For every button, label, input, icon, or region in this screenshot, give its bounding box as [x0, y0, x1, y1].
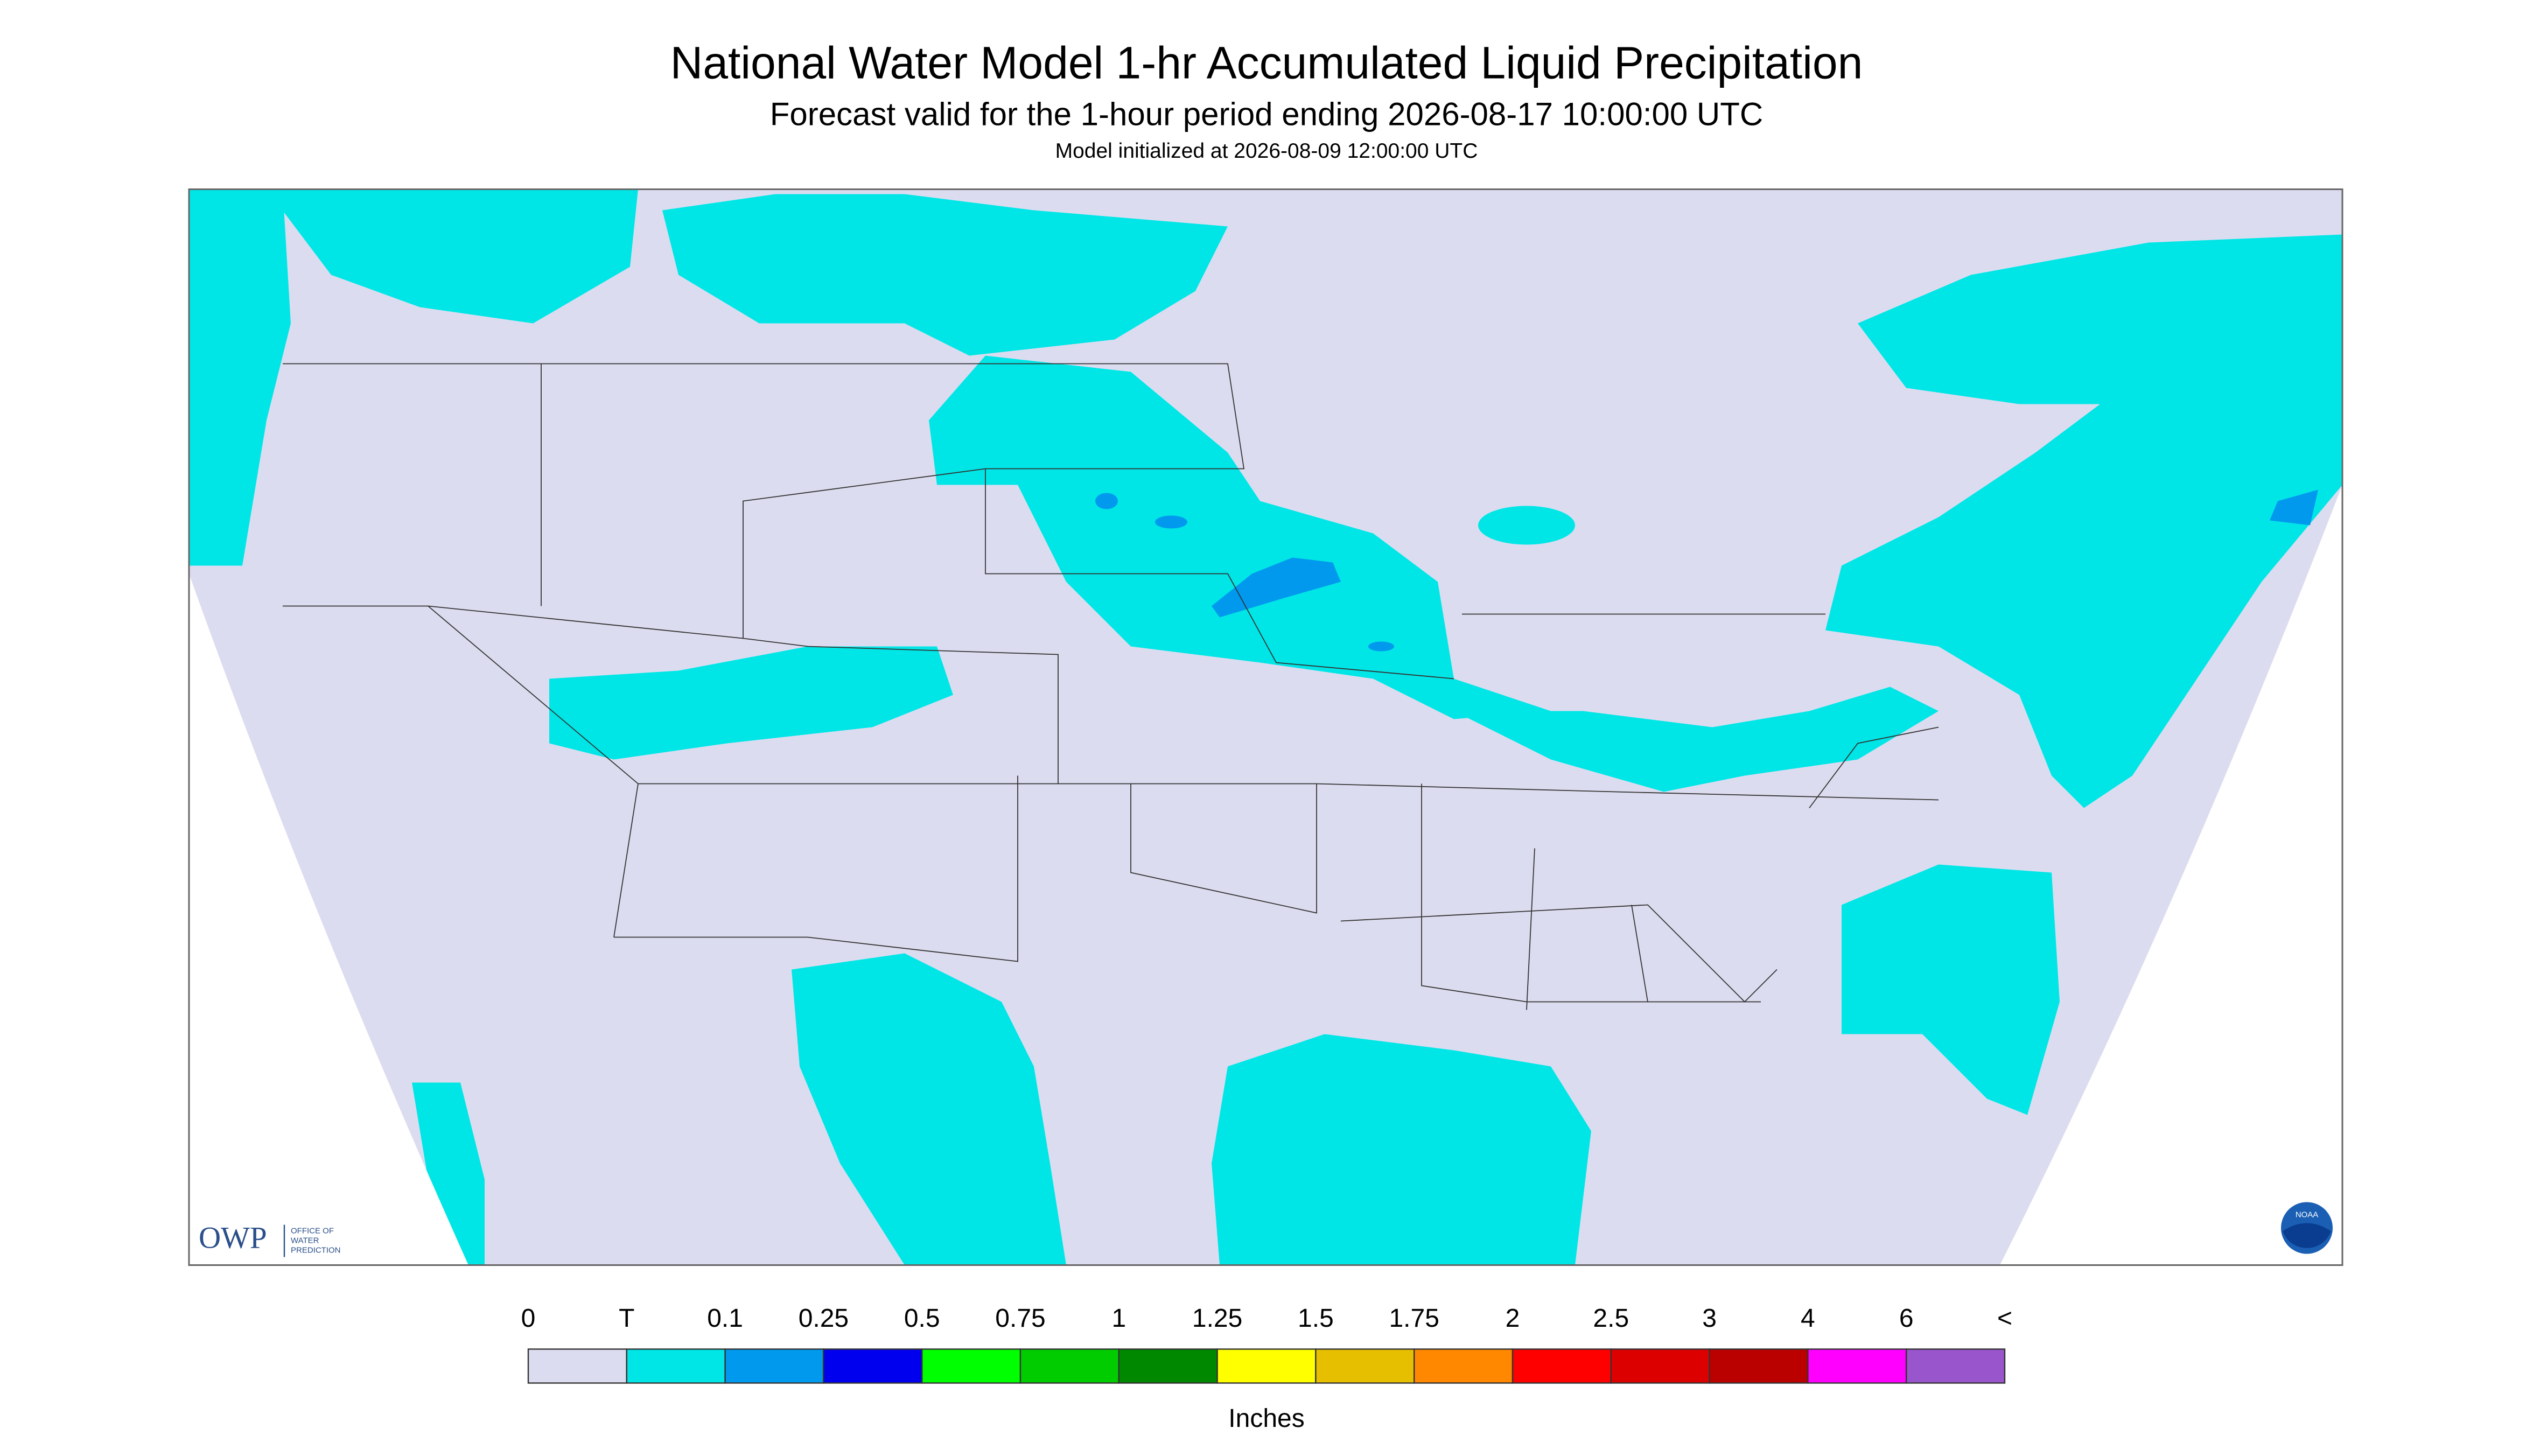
legend-label: 2	[1506, 1304, 1520, 1333]
precip-area	[662, 194, 1228, 356]
legend-swatch	[1414, 1348, 1514, 1384]
precip-area	[1212, 1034, 1591, 1265]
legend-unit: Inches	[1228, 1404, 1304, 1433]
precip-area	[412, 1082, 485, 1265]
precip-area	[549, 646, 953, 760]
init-time: Model initialized at 2026-08-09 12:00:00…	[1055, 139, 1478, 163]
state-boundaries	[283, 363, 1939, 1010]
legend-swatch	[1610, 1348, 1710, 1384]
precip-area	[1825, 234, 2342, 808]
legend-label: 0.25	[799, 1304, 849, 1333]
legend-swatch	[724, 1348, 824, 1384]
precip-area	[267, 189, 638, 324]
legend-label: T	[619, 1304, 634, 1333]
legend-swatch	[1019, 1348, 1120, 1384]
owp-line: PREDICTION	[291, 1245, 341, 1255]
legend-swatch	[823, 1348, 923, 1384]
precip-area	[792, 953, 1066, 1265]
legend-label: 1.25	[1192, 1304, 1242, 1333]
legend-label: 1.5	[1298, 1304, 1334, 1333]
precip-area	[2270, 489, 2318, 526]
legend-swatch	[921, 1348, 1021, 1384]
legend-swatch	[527, 1348, 628, 1384]
legend-label: 4	[1801, 1304, 1815, 1333]
precip-area	[1842, 864, 2060, 1115]
precip-area	[189, 189, 291, 566]
legend-label: 1.75	[1389, 1304, 1439, 1333]
legend-label: <	[1997, 1304, 2012, 1333]
precip-area	[1368, 641, 1394, 652]
precip-area	[1155, 515, 1187, 529]
owp-logo: OWP OFFICE OF WATER PREDICTION	[199, 1221, 341, 1257]
title: National Water Model 1-hr Accumulated Li…	[670, 38, 1863, 88]
projection-mask	[2000, 485, 2342, 1265]
precip-area	[929, 355, 1551, 719]
legend-swatch	[1512, 1348, 1612, 1384]
legend-swatch	[1315, 1348, 1415, 1384]
legend-label: 2.5	[1593, 1304, 1629, 1333]
precip-area	[1478, 506, 1575, 545]
legend-swatch	[1709, 1348, 1809, 1384]
precip-areas	[189, 189, 2342, 1265]
precip-area	[1454, 687, 1939, 792]
noaa-logo: NOAA	[2281, 1202, 2333, 1254]
legend-label: 6	[1899, 1304, 1914, 1333]
legend-swatch	[1905, 1348, 2006, 1384]
legend-label: 0.1	[707, 1304, 743, 1333]
precip-area	[1095, 493, 1118, 509]
legend-label: 0.5	[904, 1304, 940, 1333]
legend-label: 1	[1111, 1304, 1126, 1333]
owp-line: OFFICE OF	[291, 1226, 334, 1235]
legend-swatch	[1216, 1348, 1317, 1384]
map	[188, 188, 2343, 1266]
legend-label: 3	[1702, 1304, 1717, 1333]
owp-text: OWP	[199, 1221, 267, 1255]
legend: 0 T 0.1 0.25 0.5 0.75 1 1.25 1.5 1.75 2 2.5 3 4 6 <	[521, 1304, 2012, 1384]
noaa-text: NOAA	[2296, 1210, 2319, 1219]
projection-mask	[189, 573, 468, 1265]
map-frame	[188, 188, 2343, 1266]
owp-line: WATER	[291, 1236, 319, 1245]
legend-swatch	[1807, 1348, 1907, 1384]
legend-swatch	[1118, 1348, 1218, 1384]
subtitle: Forecast valid for the 1-hour period end…	[770, 96, 1763, 132]
legend-label: 0	[521, 1304, 536, 1333]
legend-swatch	[626, 1348, 726, 1384]
legend-label: 0.75	[995, 1304, 1045, 1333]
